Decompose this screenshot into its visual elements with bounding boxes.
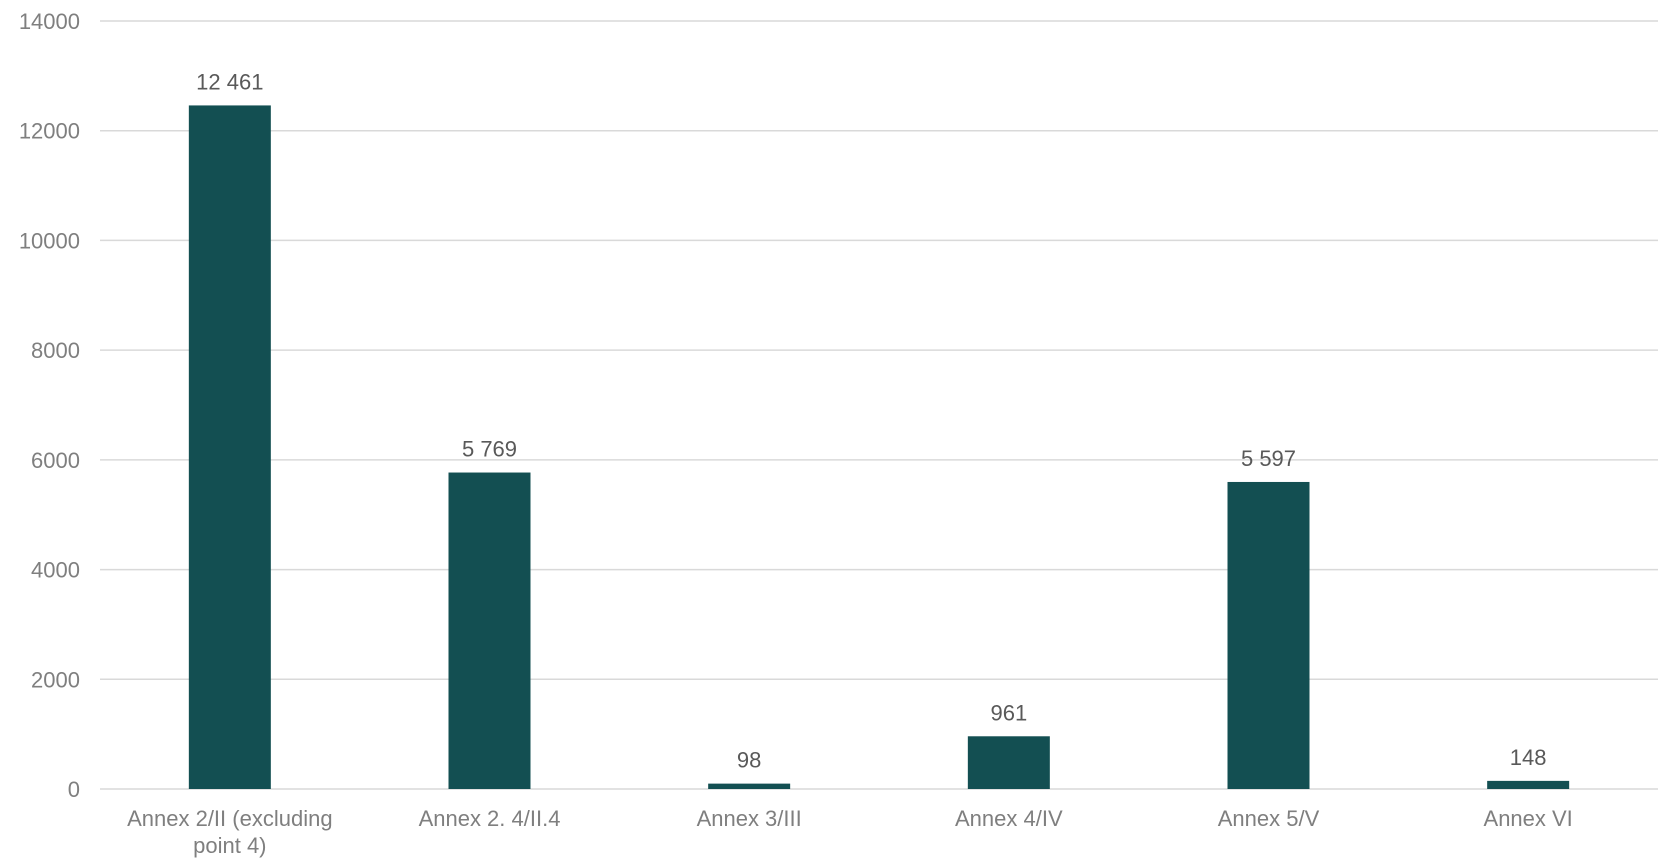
data-label: 12 461 bbox=[196, 69, 263, 94]
data-label: 961 bbox=[990, 700, 1027, 725]
data-labels: 12 461 5 769 98 961 5 597 148 bbox=[196, 69, 1546, 772]
y-tick-label: 14000 bbox=[19, 9, 80, 34]
bar bbox=[1227, 481, 1310, 789]
bar bbox=[188, 105, 271, 789]
x-category-label: Annex 5/V bbox=[1218, 806, 1320, 831]
y-tick-label: 4000 bbox=[31, 558, 80, 583]
x-axis-labels: Annex 2/II (excluding point 4) Annex 2. 4/… bbox=[127, 806, 1573, 858]
y-tick-label: 8000 bbox=[31, 338, 80, 363]
data-label: 148 bbox=[1510, 745, 1547, 770]
x-category-label: Annex VI bbox=[1484, 806, 1573, 831]
x-category-label: Annex 2/II (excluding point 4) bbox=[127, 806, 332, 858]
data-label: 98 bbox=[737, 748, 761, 773]
y-axis-ticks: 0 2000 4000 6000 8000 10000 12000 14000 bbox=[19, 9, 80, 802]
y-tick-label: 10000 bbox=[19, 228, 80, 253]
bar bbox=[967, 736, 1050, 789]
bars bbox=[188, 105, 1570, 789]
bar bbox=[448, 472, 531, 789]
y-tick-label: 6000 bbox=[31, 448, 80, 473]
y-tick-label: 0 bbox=[68, 777, 80, 802]
x-category-label: Annex 2. 4/II.4 bbox=[419, 806, 561, 831]
gridlines bbox=[100, 20, 1658, 790]
bar bbox=[1487, 780, 1570, 789]
y-tick-label: 12000 bbox=[19, 119, 80, 144]
data-label: 5 769 bbox=[462, 437, 517, 462]
x-category-label: Annex 4/IV bbox=[955, 806, 1063, 831]
y-tick-label: 2000 bbox=[31, 667, 80, 692]
x-category-label: Annex 3/III bbox=[697, 806, 802, 831]
bar bbox=[708, 783, 791, 789]
data-label: 5 597 bbox=[1241, 446, 1296, 471]
